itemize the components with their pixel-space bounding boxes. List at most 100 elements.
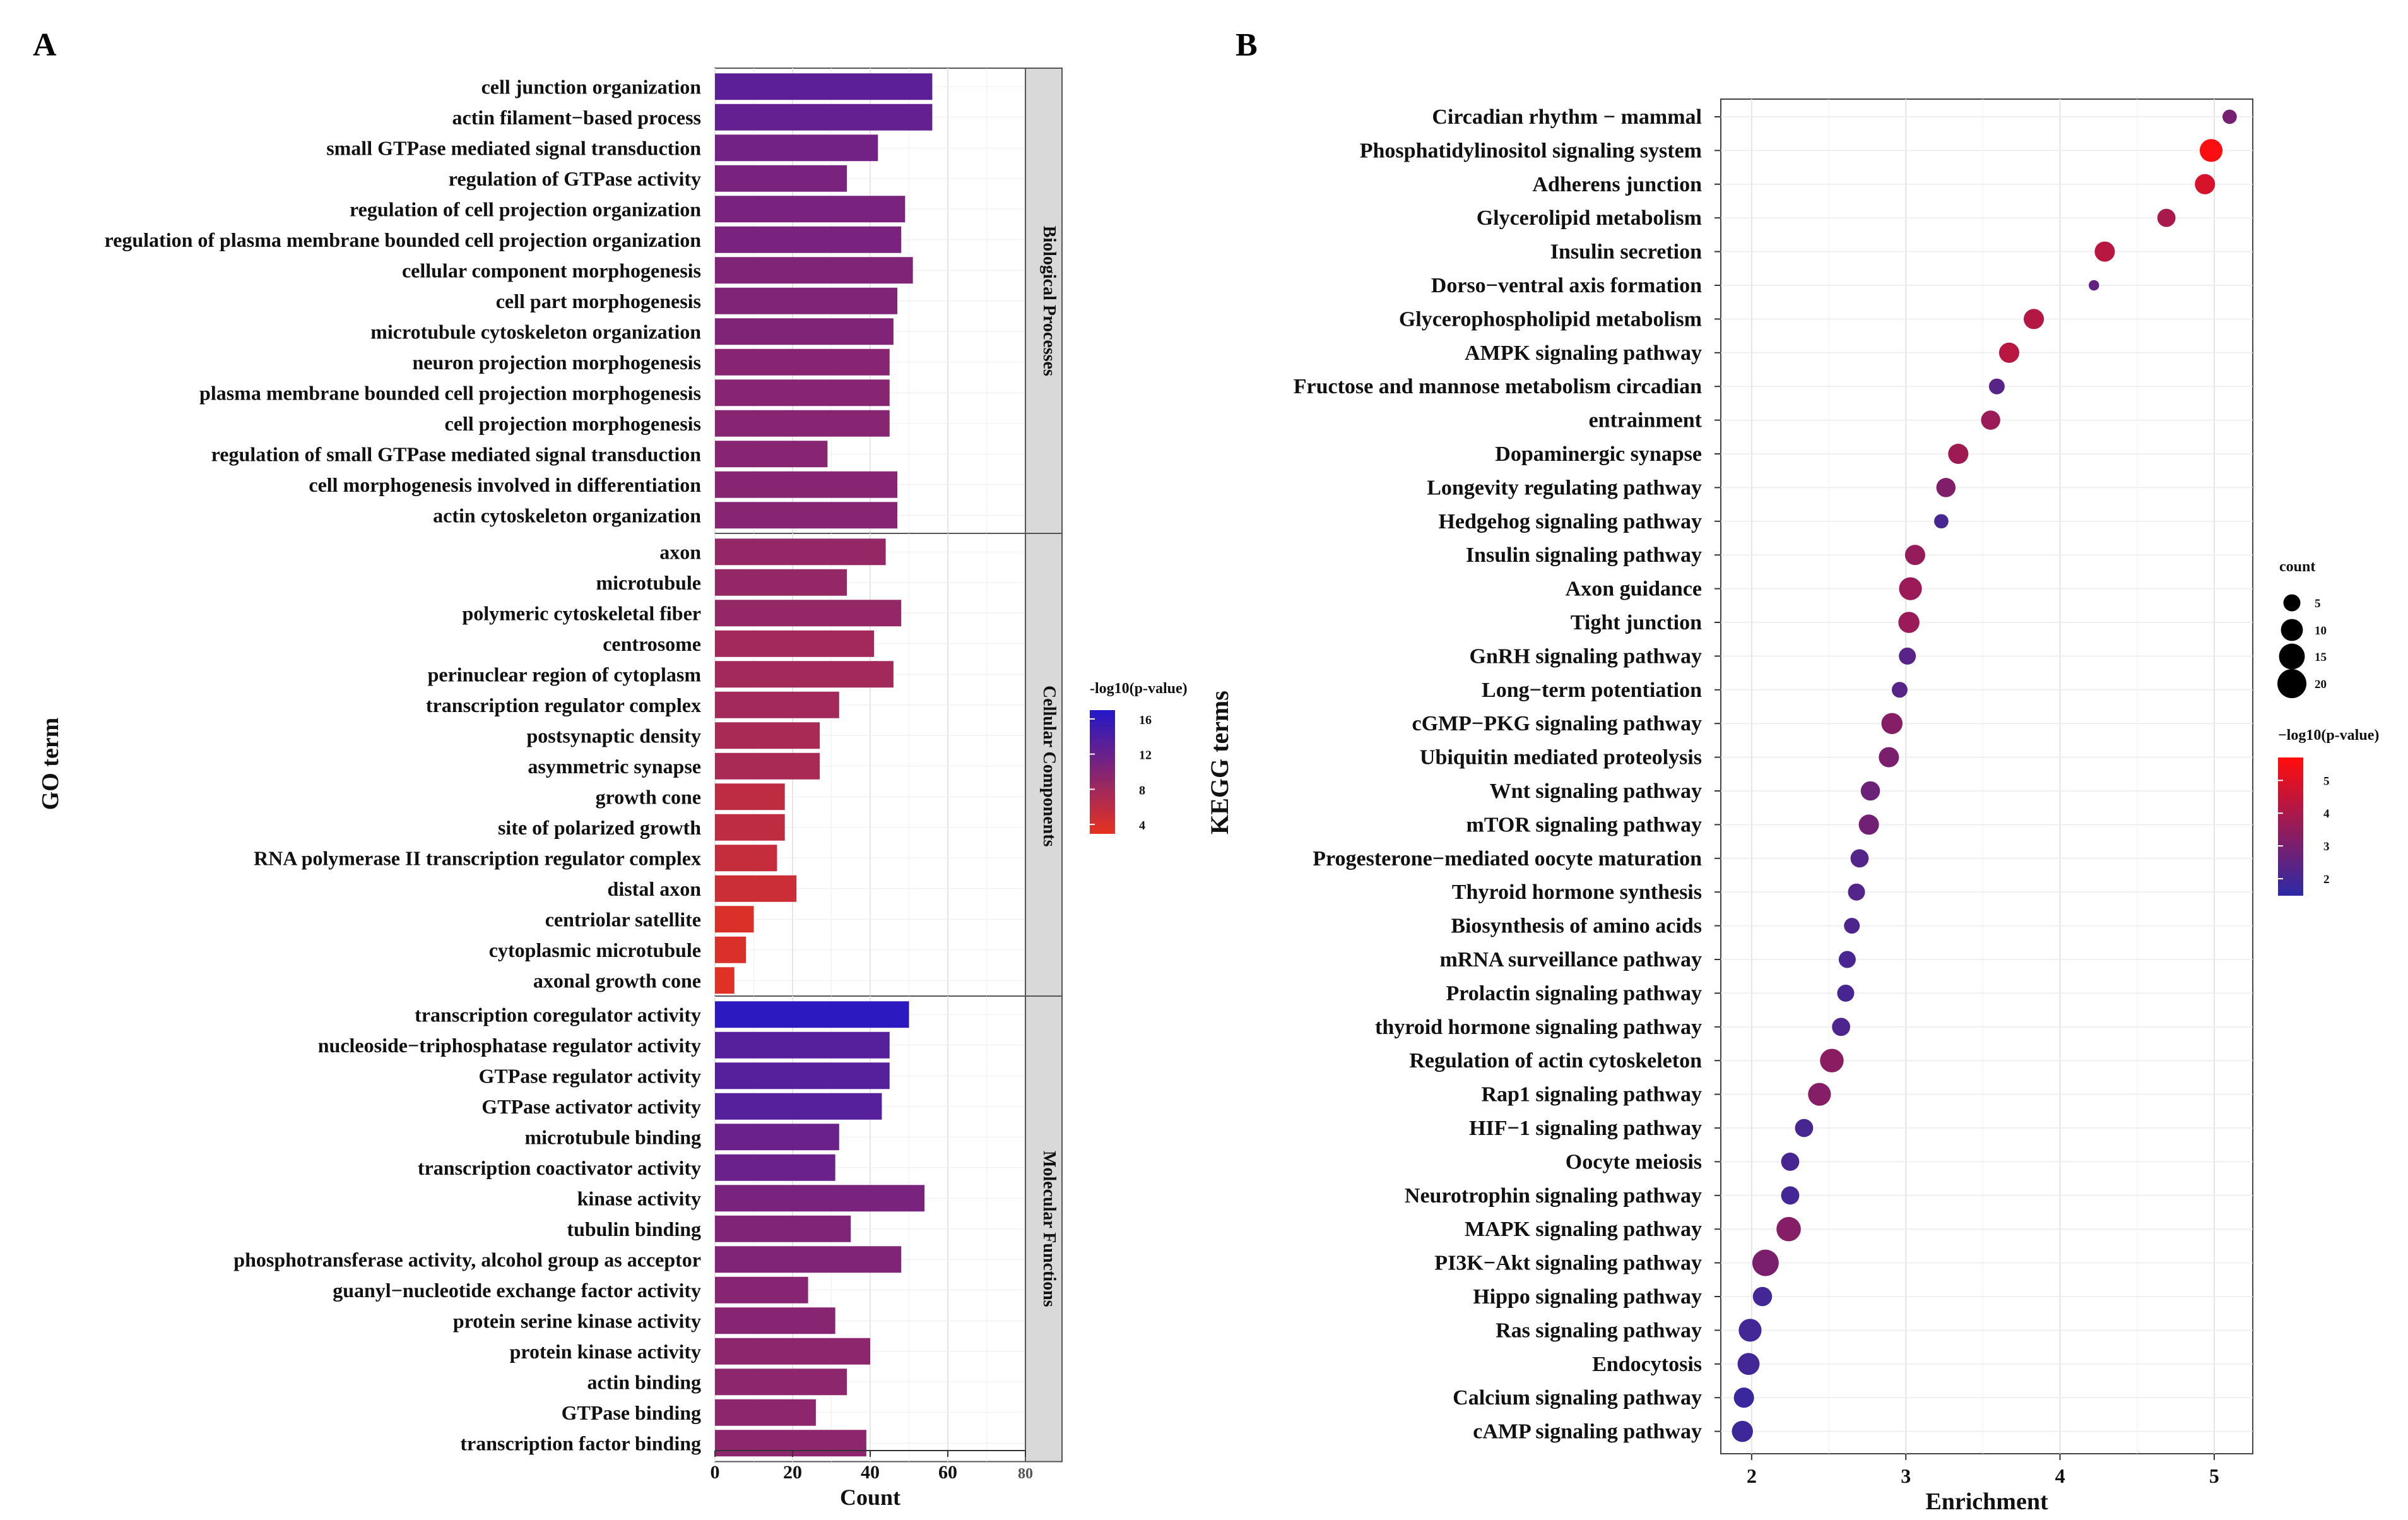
category-label: Ras signaling pathway (1496, 1319, 1702, 1342)
category-label: perinuclear region of cytoplasm (428, 663, 702, 686)
category-label: cell projection morphogenesis (445, 412, 701, 435)
size-legend-dot (2281, 619, 2303, 641)
size-legend-label: 5 (2315, 597, 2321, 610)
dot (1837, 984, 1855, 1002)
colorbar-segment (2278, 829, 2303, 834)
colorbar-segment (1090, 728, 1115, 733)
category-label: nucleoside−triphosphatase regulator acti… (318, 1034, 701, 1057)
colorbar-segment (2278, 792, 2303, 796)
colorbar-segment (1090, 790, 1115, 794)
dot (1881, 713, 1903, 734)
bar (715, 348, 890, 376)
bar (715, 783, 785, 810)
bar (715, 630, 875, 657)
category-label: mRNA surveillance pathway (1439, 948, 1702, 971)
category-label: centriolar satellite (545, 908, 701, 930)
dot (2222, 109, 2237, 124)
colorbar-segment (1090, 719, 1115, 723)
size-legend-dot (2277, 669, 2306, 698)
colorbar-title: -log10(p-value) (1090, 680, 1188, 697)
colorbar-tick-label: 4 (1139, 819, 1145, 833)
dot (2024, 309, 2045, 330)
x-tick-label: 4 (2055, 1464, 2065, 1487)
x-tick-label: 0 (711, 1462, 720, 1483)
bar (715, 379, 890, 407)
colorbar-segment (2278, 884, 2303, 889)
dot (1860, 781, 1880, 801)
size-legend-label: 20 (2315, 678, 2327, 691)
bar (715, 1215, 851, 1242)
colorbar-segment (1090, 725, 1115, 730)
x-tick-label: 5 (2209, 1464, 2219, 1487)
colorbar-segment (1090, 787, 1115, 791)
category-label: transcription coregulator activity (415, 1003, 701, 1026)
category-label: phosphotransferase activity, alcohol gro… (233, 1248, 701, 1271)
category-label: cAMP signaling pathway (1473, 1420, 1702, 1444)
category-label: Dorso−ventral axis formation (1431, 274, 1702, 297)
category-label: tubulin binding (567, 1218, 701, 1240)
bar (715, 967, 735, 994)
colorbar-segment (1090, 744, 1115, 748)
category-label: asymmetric synapse (528, 755, 701, 778)
y-axis-title: GO term (37, 718, 64, 810)
category-label: growth cone (596, 785, 701, 808)
colorbar-segment (1090, 778, 1115, 782)
dot (1781, 1152, 1800, 1171)
bar (715, 1246, 902, 1273)
colorbar-segment (1090, 827, 1115, 831)
category-label: Calcium signaling pathway (1453, 1386, 1702, 1410)
colorbar-segment (2278, 795, 2303, 800)
category-label: Longevity regulating pathway (1427, 476, 1702, 499)
bar (715, 134, 878, 162)
category-label: Circadian rhythm − mammal (1432, 105, 1702, 129)
category-label: mTOR signaling pathway (1467, 813, 1702, 836)
category-label: Progesterone−mediated oocyte maturation (1313, 847, 1702, 870)
category-label: plasma membrane bounded cell projection … (199, 381, 701, 404)
dot (1752, 1249, 1779, 1276)
category-label: Fructose and mannose metabolism circadia… (1294, 375, 1702, 398)
category-label: neuron projection morphogenesis (413, 351, 702, 374)
colorbar-segment (1090, 716, 1115, 720)
colorbar-segment (1090, 710, 1115, 714)
bar (715, 752, 820, 780)
bar (715, 1001, 909, 1028)
category-label: centrosome (603, 632, 701, 655)
colorbar-segment (2278, 867, 2303, 872)
category-label: Endocytosis (1592, 1353, 1702, 1376)
colorbar-segment (1090, 740, 1115, 745)
dot (1832, 1018, 1850, 1036)
colorbar-segment (1090, 747, 1115, 751)
colorbar-tick-label: 4 (2323, 807, 2330, 821)
colorbar-segment (1090, 814, 1115, 819)
dot (1904, 545, 1925, 566)
category-label: guanyl−nucleotide exchange factor activi… (333, 1279, 701, 1302)
category-label: Axon guidance (1566, 578, 1702, 601)
dot (1781, 1186, 1800, 1205)
bar (715, 1276, 808, 1303)
colorbar-segment (2278, 761, 2303, 765)
category-label: Insulin signaling pathway (1466, 543, 1702, 567)
colorbar-segment (2278, 799, 2303, 803)
bar (715, 318, 894, 345)
colorbar-segment (2278, 846, 2303, 852)
dot (1838, 951, 1856, 968)
colorbar-segment (2278, 785, 2303, 790)
colorbar-segment (2278, 853, 2303, 858)
dot (1998, 342, 2019, 363)
category-label: transcription factor binding (460, 1432, 701, 1454)
bar (715, 1062, 890, 1090)
dot (1848, 883, 1865, 901)
x-tick-label: 40 (861, 1462, 880, 1483)
category-label: actin binding (587, 1370, 701, 1393)
dot (1858, 814, 1879, 835)
colorbar-segment (1090, 805, 1115, 809)
bar (715, 471, 898, 498)
size-legend-dot (2279, 643, 2305, 670)
colorbar-tick-label: 8 (1139, 783, 1145, 797)
colorbar-segment (1090, 799, 1115, 804)
colorbar-segment (1090, 722, 1115, 727)
colorbar-segment (2278, 891, 2303, 896)
category-label: Prolactin signaling pathway (1446, 982, 1702, 1005)
panel-b-letter: B (1236, 27, 1258, 63)
dot (1733, 1387, 1754, 1408)
